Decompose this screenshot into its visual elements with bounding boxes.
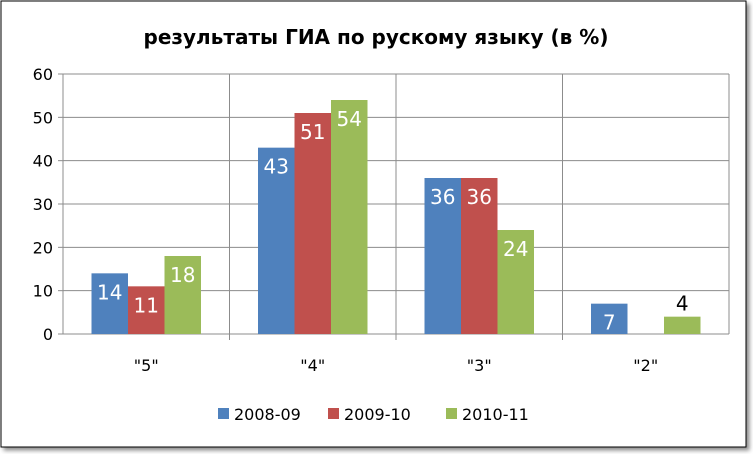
bar [128,286,165,334]
data-label: 18 [170,263,195,287]
legend-swatch [218,408,229,419]
data-label: 11 [134,293,159,317]
legend-label: 2009-10 [344,405,411,424]
legend-label: 2008-09 [234,405,301,424]
legend-swatch [446,408,457,419]
bar [424,178,461,334]
y-tick-label: 30 [33,195,53,214]
y-tick-label: 50 [33,108,53,127]
data-label: 4 [676,292,689,316]
data-label: 7 [603,311,616,335]
y-tick-label: 60 [33,65,53,84]
data-labels: 14 43 36 7 11 51 36 18 54 24 4 [97,107,689,335]
bar [497,230,534,334]
y-tick-label: 0 [43,325,53,344]
data-label: 54 [337,107,362,131]
legend-label: 2010-11 [462,405,529,424]
y-tick-label: 10 [33,282,53,301]
bar [258,147,295,334]
bar [591,303,628,334]
x-tick-label: "4" [300,356,325,375]
bar [91,273,128,334]
y-tick-label: 20 [33,238,53,257]
chart-border [0,0,747,448]
data-label: 36 [430,185,455,209]
legend-swatch [328,408,339,419]
data-label: 24 [503,237,528,261]
y-tick-label: 40 [33,152,53,171]
x-tick-label: "3" [467,356,492,375]
data-label: 51 [300,120,325,144]
bar [164,256,201,334]
bar [461,178,498,334]
x-tick-label: "2" [633,356,658,375]
bar [294,113,331,334]
legend: 2008-09 2009-10 2010-11 [218,405,529,424]
bars [91,100,701,334]
x-tick-label: "5" [134,356,159,375]
bar [331,100,368,334]
data-label: 36 [467,185,492,209]
bar [664,316,701,334]
data-label: 14 [97,280,122,304]
chart-title: результаты ГИА по рускому языку (в %) [144,25,609,49]
data-label: 43 [264,155,289,179]
